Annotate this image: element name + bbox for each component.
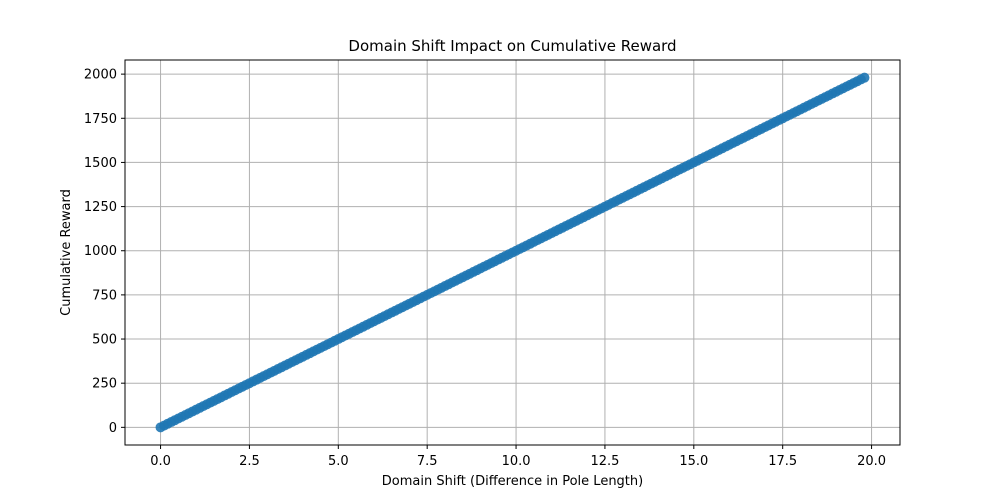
x-tick-label: 5.0 [328, 454, 349, 469]
y-tick-label: 1750 [84, 112, 117, 127]
y-axis-label: Cumulative Reward [59, 189, 74, 316]
x-tick-label: 17.5 [768, 454, 797, 469]
axis-ticks: 0.0 2.5 5.0 7.5 10.0 12.5 15.0 17.5 20.0 0 250 500 7… [84, 68, 886, 469]
x-tick-label: 20.0 [857, 454, 886, 469]
y-tick-label: 250 [92, 377, 117, 392]
x-tick-label: 10.0 [502, 454, 531, 469]
y-tick-label: 0 [109, 421, 117, 436]
y-tick-label: 1500 [84, 156, 117, 171]
y-tick-label: 1250 [84, 200, 117, 215]
y-tick-label: 1000 [84, 244, 117, 259]
scatter-series [155, 72, 870, 433]
scatter-point [859, 72, 870, 83]
x-tick-label: 7.5 [417, 454, 438, 469]
chart-title: Domain Shift Impact on Cumulative Reward [348, 37, 676, 55]
y-tick-label: 2000 [84, 68, 117, 83]
y-tick-label: 750 [92, 288, 117, 303]
x-tick-label: 0.0 [150, 454, 171, 469]
x-axis-label: Domain Shift (Difference in Pole Length) [382, 474, 643, 489]
y-tick-label: 500 [92, 333, 117, 348]
x-tick-label: 12.5 [590, 454, 619, 469]
plot-area-frame [124, 59, 901, 446]
x-tick-label: 2.5 [239, 454, 260, 469]
x-tick-label: 15.0 [679, 454, 708, 469]
